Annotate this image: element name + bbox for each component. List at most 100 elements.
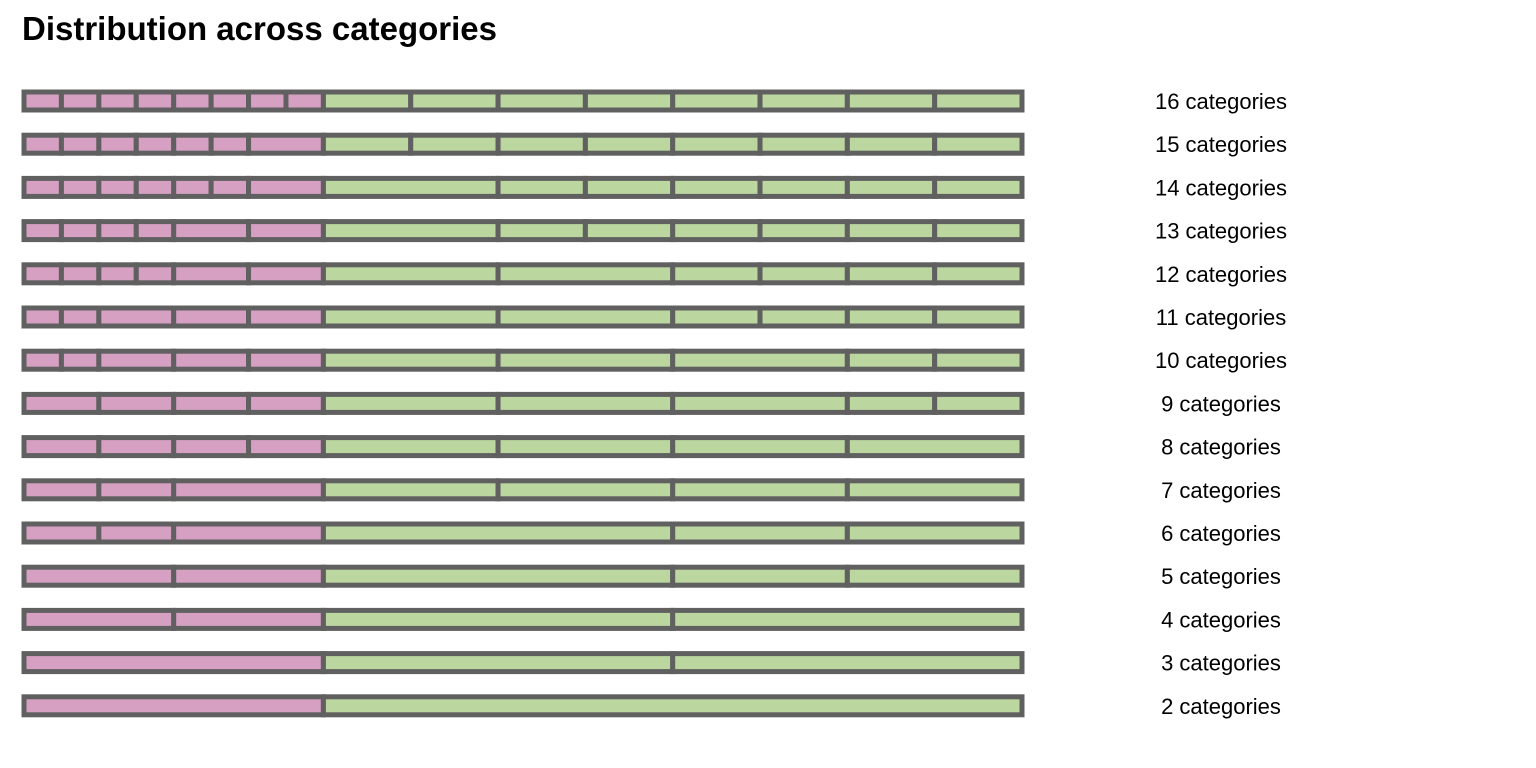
right-segment-1 (320, 651, 676, 675)
left-segment-7 (246, 175, 326, 199)
left-segment-3 (96, 305, 177, 329)
row-label: 8 categories (1161, 435, 1281, 460)
left-segment-7 (246, 89, 289, 113)
left-segment-5 (171, 262, 252, 286)
right-segment-3 (670, 348, 850, 372)
right-segment-6 (844, 219, 938, 243)
left-segment-2 (171, 564, 326, 588)
chart-row: 11 categories (21, 305, 1286, 330)
left-segment-7 (246, 132, 326, 156)
right-segment-5 (844, 262, 938, 286)
right-segment-4 (844, 391, 938, 415)
left-segment-1 (21, 175, 64, 199)
left-segment-4 (133, 262, 177, 286)
right-segment-5 (844, 305, 938, 329)
left-segment-1 (21, 651, 326, 675)
right-segment-3 (582, 175, 676, 199)
right-segment-4 (582, 132, 676, 156)
row-label: 2 categories (1161, 694, 1281, 719)
left-segment-6 (208, 132, 252, 156)
right-segment-1 (320, 132, 414, 156)
right-segment-2 (670, 651, 1025, 675)
left-segment-8 (283, 89, 326, 113)
row-label: 10 categories (1155, 348, 1287, 373)
left-segment-3 (96, 348, 177, 372)
chart-row: 7 categories (21, 478, 1281, 503)
left-segment-3 (96, 262, 139, 286)
left-segment-2 (58, 89, 102, 113)
chart-row: 3 categories (21, 651, 1281, 676)
right-segment-6 (757, 89, 850, 113)
left-segment-3 (96, 175, 139, 199)
row-label: 16 categories (1155, 89, 1287, 114)
left-segment-2 (58, 262, 102, 286)
right-segment-1 (320, 89, 414, 113)
row-label: 6 categories (1161, 521, 1281, 546)
right-segment-1 (320, 262, 501, 286)
left-segment-3 (96, 89, 139, 113)
chart-row: 8 categories (21, 435, 1281, 460)
right-segment-5 (932, 391, 1025, 415)
chart-row: 15 categories (21, 132, 1287, 157)
right-segment-4 (670, 175, 763, 199)
left-segment-2 (96, 391, 177, 415)
right-segment-7 (844, 132, 938, 156)
right-segment-7 (932, 175, 1025, 199)
left-segment-3 (171, 435, 252, 459)
left-segment-1 (21, 435, 102, 459)
left-segment-3 (171, 521, 326, 545)
left-segment-2 (58, 305, 102, 329)
right-segment-4 (757, 262, 850, 286)
right-segment-7 (844, 89, 938, 113)
left-segment-3 (171, 391, 252, 415)
left-segment-5 (171, 219, 252, 243)
right-segment-8 (932, 89, 1025, 113)
left-segment-4 (246, 391, 326, 415)
right-segment-1 (320, 607, 676, 631)
left-segment-5 (246, 305, 326, 329)
right-segment-3 (495, 132, 588, 156)
left-segment-1 (21, 391, 102, 415)
left-segment-1 (21, 478, 102, 502)
left-segment-1 (21, 348, 64, 372)
right-segment-5 (757, 175, 850, 199)
right-segment-2 (495, 305, 676, 329)
left-segment-1 (21, 132, 64, 156)
left-segment-2 (58, 348, 102, 372)
right-segment-1 (320, 219, 501, 243)
left-segment-1 (21, 521, 102, 545)
right-segment-2 (495, 219, 588, 243)
chart-row: 6 categories (21, 521, 1281, 546)
chart-row: 10 categories (21, 348, 1287, 373)
right-segment-1 (320, 348, 501, 372)
right-segment-5 (670, 89, 763, 113)
chart-row: 16 categories (21, 89, 1287, 114)
right-segment-3 (844, 521, 1025, 545)
left-segment-4 (133, 89, 177, 113)
row-label: 7 categories (1161, 478, 1281, 503)
left-segment-4 (171, 348, 252, 372)
left-segment-3 (96, 219, 139, 243)
right-segment-3 (844, 564, 1025, 588)
left-segment-4 (171, 305, 252, 329)
left-segment-1 (21, 219, 64, 243)
right-segment-5 (932, 348, 1025, 372)
right-segment-4 (670, 219, 763, 243)
right-segment-4 (844, 478, 1025, 502)
left-segment-1 (21, 89, 64, 113)
chart-row: 14 categories (21, 175, 1287, 200)
left-segment-6 (246, 219, 326, 243)
right-segment-5 (757, 219, 850, 243)
left-segment-1 (21, 607, 177, 631)
right-segment-3 (495, 89, 588, 113)
row-label: 13 categories (1155, 219, 1287, 244)
row-label: 14 categories (1155, 175, 1287, 200)
left-segment-3 (96, 132, 139, 156)
right-segment-2 (495, 348, 676, 372)
chart-rows: 16 categories 15 categories 14 categories 1… (21, 89, 1287, 719)
left-segment-5 (171, 89, 214, 113)
right-segment-1 (320, 521, 676, 545)
right-segment-3 (582, 219, 676, 243)
row-label: 5 categories (1161, 564, 1281, 589)
right-segment-2 (495, 262, 676, 286)
